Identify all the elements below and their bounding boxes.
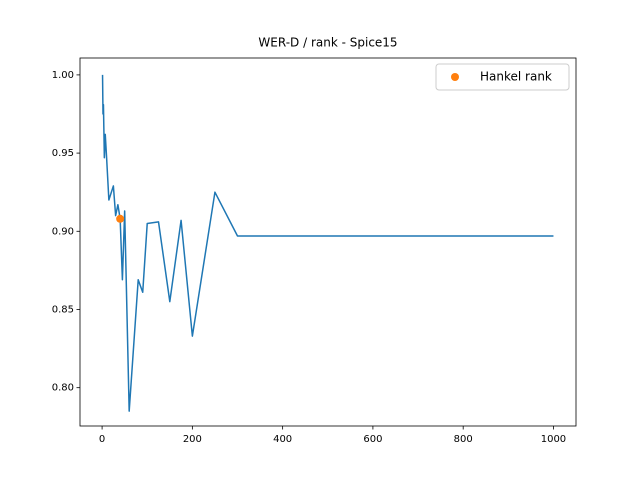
- plot-frame: [79, 57, 577, 427]
- x-tick-label: 200: [183, 434, 202, 445]
- y-tick-label: 1.00: [52, 70, 74, 81]
- legend-box: [435, 63, 570, 91]
- data-point: [116, 214, 125, 223]
- x-tick-label: 600: [363, 434, 382, 445]
- y-tick-label: 0.85: [52, 304, 74, 315]
- x-tick-label: 800: [454, 434, 473, 445]
- y-tick-label: 0.90: [52, 226, 74, 237]
- chart-title: WER-D / rank - Spice15: [258, 36, 397, 50]
- data-line: [101, 74, 554, 412]
- x-tick-label: 0: [99, 434, 105, 445]
- y-tick-label: 0.95: [52, 148, 74, 159]
- y-tick-label: 0.80: [52, 383, 74, 394]
- legend-label: Hankel rank: [480, 70, 552, 84]
- x-tick-label: 400: [273, 434, 292, 445]
- x-tick-label: 1000: [541, 434, 566, 445]
- legend-marker: [451, 73, 459, 81]
